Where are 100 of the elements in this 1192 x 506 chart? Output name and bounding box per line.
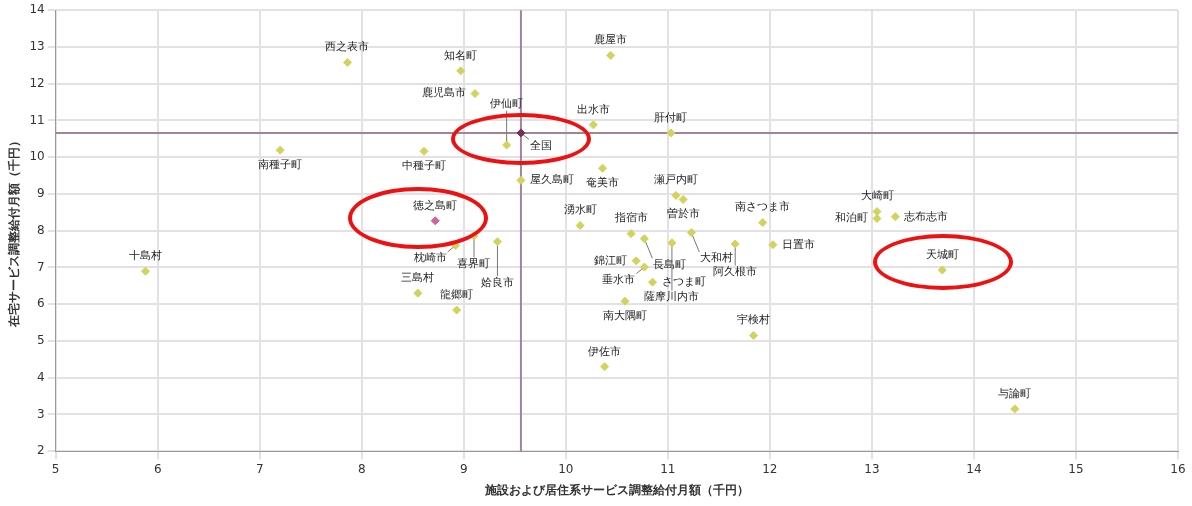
point <box>575 221 585 231</box>
point <box>456 66 466 76</box>
y-tick-label: 11 <box>29 112 45 127</box>
annotation: 出水市 <box>576 102 610 116</box>
point <box>588 120 598 130</box>
point <box>140 266 150 276</box>
x-axis-title: 施設および居住系サービス調整給付月額（千円） <box>483 482 749 497</box>
annotation: 十島村 <box>128 248 162 262</box>
annotation: 曽於市 <box>666 207 700 221</box>
annotation: 全国 <box>529 138 552 152</box>
point <box>730 239 740 249</box>
y-tick-label: 8 <box>37 222 45 237</box>
y-tick-label: 5 <box>37 333 45 348</box>
annotation: 中種子町 <box>402 159 446 173</box>
point <box>600 362 610 372</box>
annotation: 南大隅町 <box>603 309 647 323</box>
x-tick-label: 7 <box>255 461 264 476</box>
point <box>671 190 681 200</box>
annotation: 徳之島町 <box>413 198 458 212</box>
annotation: 志布志市 <box>904 209 949 223</box>
annotation: 伊佐市 <box>588 344 622 358</box>
annotation: 西之表市 <box>325 40 370 54</box>
annotation: 和泊町 <box>835 211 869 225</box>
point <box>678 194 688 204</box>
y-axis-title: 在宅サービス調整給付月額（千円） <box>7 134 22 328</box>
point <box>648 277 658 287</box>
x-tick-label: 8 <box>357 461 366 476</box>
annotation: 錦江町 <box>594 253 628 267</box>
point <box>275 145 285 155</box>
x-tick-label: 15 <box>1068 461 1084 476</box>
annotation: 南種子町 <box>258 158 303 172</box>
x-tick-label: 16 <box>1170 461 1186 476</box>
annotation: 垂水市 <box>602 272 636 286</box>
point <box>872 214 882 224</box>
point <box>1010 404 1020 414</box>
point <box>749 330 759 340</box>
x-tick-label: 10 <box>558 461 574 476</box>
annotation: 枕崎市 <box>412 251 447 265</box>
point <box>620 296 630 306</box>
annotation: 肝付町 <box>654 110 688 124</box>
annotation: 薩摩川内市 <box>644 289 700 303</box>
annotation: 日置市 <box>781 237 815 251</box>
point <box>639 262 649 272</box>
point <box>937 265 947 275</box>
annotation: 姶良市 <box>480 275 514 289</box>
y-tick-label: 10 <box>29 149 45 164</box>
annotation: 長島町 <box>653 257 687 271</box>
annotation: 三島村 <box>401 271 435 285</box>
annotation: さつま町 <box>661 275 706 289</box>
point <box>419 146 429 156</box>
annotation: 屋久島町 <box>529 173 574 187</box>
x-tick-label: 9 <box>459 461 468 476</box>
annotation: 瀬戸内町 <box>654 173 699 187</box>
point <box>413 288 423 298</box>
point <box>890 212 900 222</box>
x-tick-label: 5 <box>51 461 60 476</box>
annotation: 天城町 <box>925 247 959 261</box>
annotation: 鹿児島市 <box>422 86 467 100</box>
y-tick-label: 12 <box>29 75 45 90</box>
point <box>667 238 677 248</box>
annotation: 湧水町 <box>563 203 597 217</box>
y-tick-label: 13 <box>29 39 45 54</box>
point <box>342 57 352 67</box>
y-tick-label: 14 <box>29 2 45 17</box>
point <box>452 305 462 315</box>
annotation: 龍郷町 <box>440 287 474 301</box>
annotation: 阿久根市 <box>713 264 758 278</box>
point <box>686 228 696 238</box>
annotation: 大崎町 <box>860 189 894 203</box>
y-tick-label: 9 <box>37 186 45 201</box>
x-tick-label: 12 <box>762 461 778 476</box>
y-tick-label: 4 <box>37 369 45 384</box>
point <box>492 237 502 247</box>
annotation: 大和村 <box>700 251 734 265</box>
annotation: 与論町 <box>998 386 1032 400</box>
annotation: 知名町 <box>444 48 478 62</box>
point <box>768 240 778 250</box>
point <box>639 234 649 244</box>
point <box>606 50 616 60</box>
point <box>502 140 512 150</box>
point <box>631 256 641 266</box>
annotation: 宇検村 <box>737 313 771 327</box>
x-tick-label: 14 <box>966 461 982 476</box>
annotation: 伊仙町 <box>490 96 524 110</box>
point <box>516 128 526 138</box>
point <box>430 216 440 226</box>
point <box>666 128 676 138</box>
annotation: 喜界町 <box>457 256 491 270</box>
annotation: 奄美市 <box>586 176 620 190</box>
x-tick-label: 6 <box>153 461 162 476</box>
y-tick-label: 3 <box>37 406 45 421</box>
annotation: 鹿屋市 <box>594 33 628 47</box>
y-tick-label: 6 <box>37 296 45 311</box>
point <box>758 218 768 228</box>
annotation: 指宿市 <box>613 211 648 225</box>
y-tick-label: 7 <box>37 259 45 274</box>
point <box>626 229 636 239</box>
point <box>516 175 526 185</box>
y-tick-label: 2 <box>37 443 45 458</box>
annotation: 南さつま市 <box>735 200 791 214</box>
